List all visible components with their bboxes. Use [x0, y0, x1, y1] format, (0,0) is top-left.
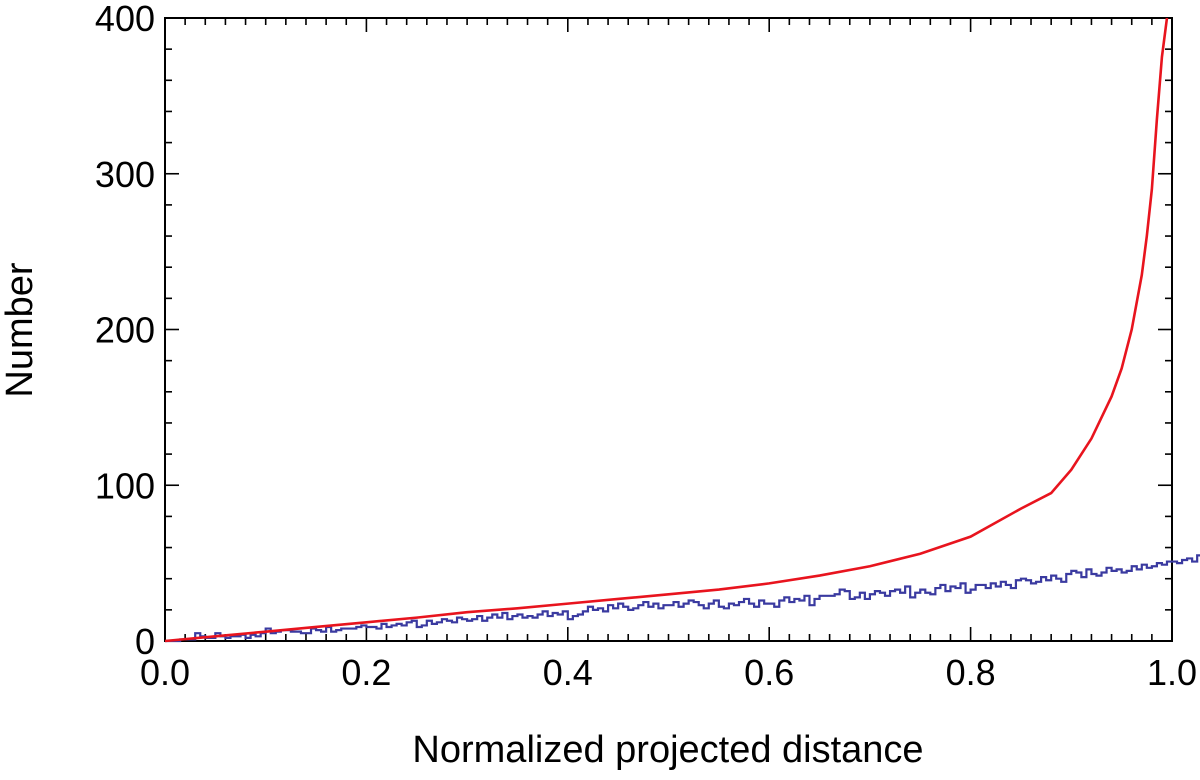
- x-tick-label: 0.4: [543, 652, 593, 693]
- x-tick-label: 0.2: [341, 652, 391, 693]
- y-axis-label: Number: [0, 262, 41, 397]
- x-tick-label: 1.0: [1147, 652, 1197, 693]
- fit-curve-line: [164, 17, 1169, 643]
- x-axis-label: Normalized projected distance: [412, 729, 923, 771]
- plot-frame: [164, 17, 1173, 642]
- x-tick-label: 0.0: [140, 652, 190, 693]
- y-tick-label: 0: [135, 621, 155, 662]
- histogram-series: [165, 554, 1200, 643]
- y-tick-label: 100: [95, 465, 155, 506]
- tick-labels: 0.0 0.2 0.4 0.6 0.8 1.0 0 100 200 300 400: [95, 0, 1197, 693]
- axis-ticks: [164, 17, 1173, 642]
- y-tick-label: 400: [95, 0, 155, 39]
- x-tick-label: 0.6: [744, 652, 794, 693]
- y-tick-label: 300: [95, 154, 155, 195]
- y-tick-label: 200: [95, 310, 155, 351]
- x-tick-label: 0.8: [946, 652, 996, 693]
